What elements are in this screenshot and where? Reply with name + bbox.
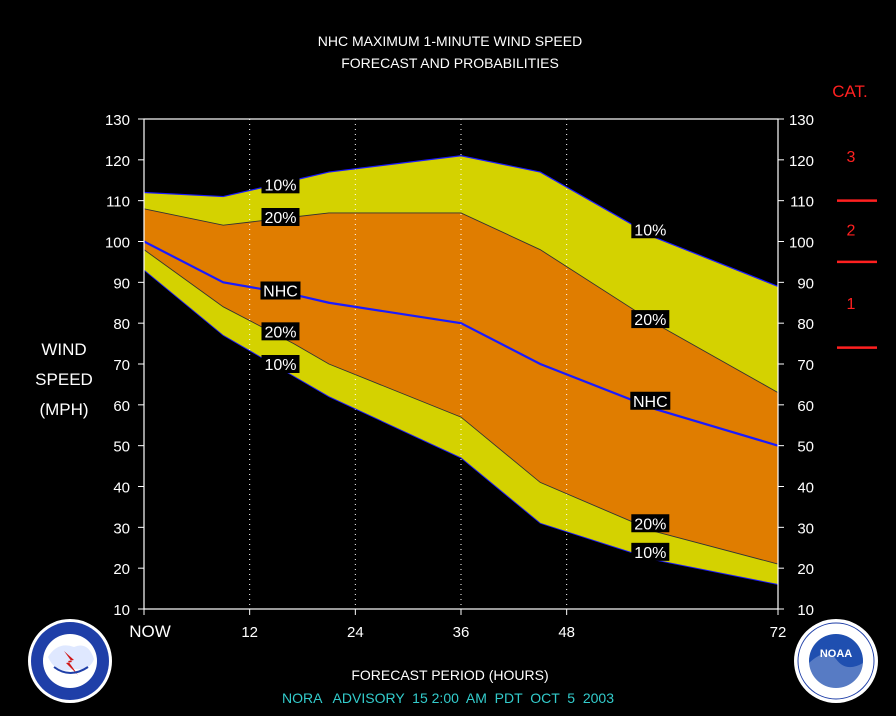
advisory-line: NORA ADVISORY 15 2:00 AM PDT OCT 5 2003 xyxy=(282,690,614,706)
x-tick-label: 24 xyxy=(347,624,364,641)
y-axis-label-line: (MPH) xyxy=(39,400,88,419)
curve-label-box xyxy=(631,514,670,533)
category-label: 1 xyxy=(847,296,856,313)
category-scale: CAT. 3 2 1 xyxy=(832,82,877,349)
curve-label-box xyxy=(631,310,670,329)
noaa-logo-text: NOAA xyxy=(820,648,852,660)
y-axis-label-line: SPEED xyxy=(35,370,93,389)
plot-area xyxy=(143,118,779,610)
y-tick-label-right: 130 xyxy=(789,112,814,129)
category-label: 3 xyxy=(847,149,856,166)
curve-labels: 10% 20% NHC 20% 10% 10% 20% NHC 20% 10% xyxy=(260,175,671,562)
curve-label: 20% xyxy=(634,312,666,329)
y-tick-label-right: 80 xyxy=(797,316,814,333)
y-tick-label-left: 130 xyxy=(105,112,130,129)
y-tick-label-right: 10 xyxy=(797,602,814,619)
chart-subtitle: FORECAST AND PROBABILITIES xyxy=(341,55,559,71)
x-axis-label: FORECAST PERIOD (HOURS) xyxy=(351,667,548,683)
curve-label: 10% xyxy=(634,545,666,562)
y-tick-label-left: 40 xyxy=(113,480,130,497)
curve-label: 10% xyxy=(264,357,296,374)
y-tick-label-left: 110 xyxy=(106,194,130,211)
y-tick-label-left: 80 xyxy=(113,316,130,333)
curve-label: 10% xyxy=(264,177,296,194)
y-tick-label-right: 50 xyxy=(797,439,814,456)
curve-label-box xyxy=(261,175,300,194)
curve-label: 20% xyxy=(264,210,296,227)
y-tick-label-right: 110 xyxy=(790,194,814,211)
y-tick-label-right: 70 xyxy=(797,357,814,374)
curve-label-box xyxy=(260,281,301,300)
y-tick-label-right: 90 xyxy=(797,275,814,292)
y-axis-label: WIND SPEED (MPH) xyxy=(35,340,93,419)
y-tick-label-right: 40 xyxy=(797,480,814,497)
noaa-logo: NOAA xyxy=(794,619,878,703)
y-tick-label-right: 30 xyxy=(797,520,814,537)
y-tick-label-right: 60 xyxy=(797,398,814,415)
y-tick-label-left: 60 xyxy=(113,398,130,415)
curve-label-box xyxy=(631,542,670,561)
x-tick-label: 48 xyxy=(558,624,575,641)
curve-label-box xyxy=(261,355,300,373)
y-axis-label-line: WIND xyxy=(41,340,86,359)
y-tick-label-left: 70 xyxy=(113,357,130,374)
curve-label-box xyxy=(631,220,670,239)
curve-label: 20% xyxy=(264,324,296,341)
nws-logo xyxy=(28,619,112,703)
x-tick-label: 12 xyxy=(241,624,258,641)
chart-title: NHC MAXIMUM 1-MINUTE WIND SPEED xyxy=(318,33,582,49)
y-tick-label-left: 120 xyxy=(105,153,130,170)
y-tick-label-left: 90 xyxy=(113,275,130,292)
curve-label-box xyxy=(630,391,671,410)
curve-label-box xyxy=(261,208,300,226)
y-tick-label-left: 100 xyxy=(105,235,130,252)
category-title: CAT. xyxy=(832,82,868,101)
y-tick-label-right: 20 xyxy=(797,561,814,578)
curve-label: 20% xyxy=(634,516,666,533)
y-tick-label-left: 10 xyxy=(113,602,130,619)
curve-label-box xyxy=(261,322,300,341)
category-label: 2 xyxy=(847,222,856,239)
y-tick-label-left: 50 xyxy=(113,439,130,456)
curve-label: NHC xyxy=(263,284,298,301)
y-tick-label-left: 20 xyxy=(113,561,130,578)
axis-ticks: 10 10 20 20 30 30 40 40 50 50 60 60 70 70 80 80 90 90 100 1… xyxy=(105,112,814,641)
x-tick-label: 36 xyxy=(453,624,470,641)
x-tick-label: NOW xyxy=(129,622,171,641)
curve-label: NHC xyxy=(633,394,668,411)
y-tick-label-right: 100 xyxy=(789,235,814,252)
y-tick-label-left: 30 xyxy=(113,520,130,537)
curve-label: 10% xyxy=(634,222,666,239)
y-tick-label-right: 120 xyxy=(789,153,814,170)
x-tick-label: 72 xyxy=(770,624,787,641)
